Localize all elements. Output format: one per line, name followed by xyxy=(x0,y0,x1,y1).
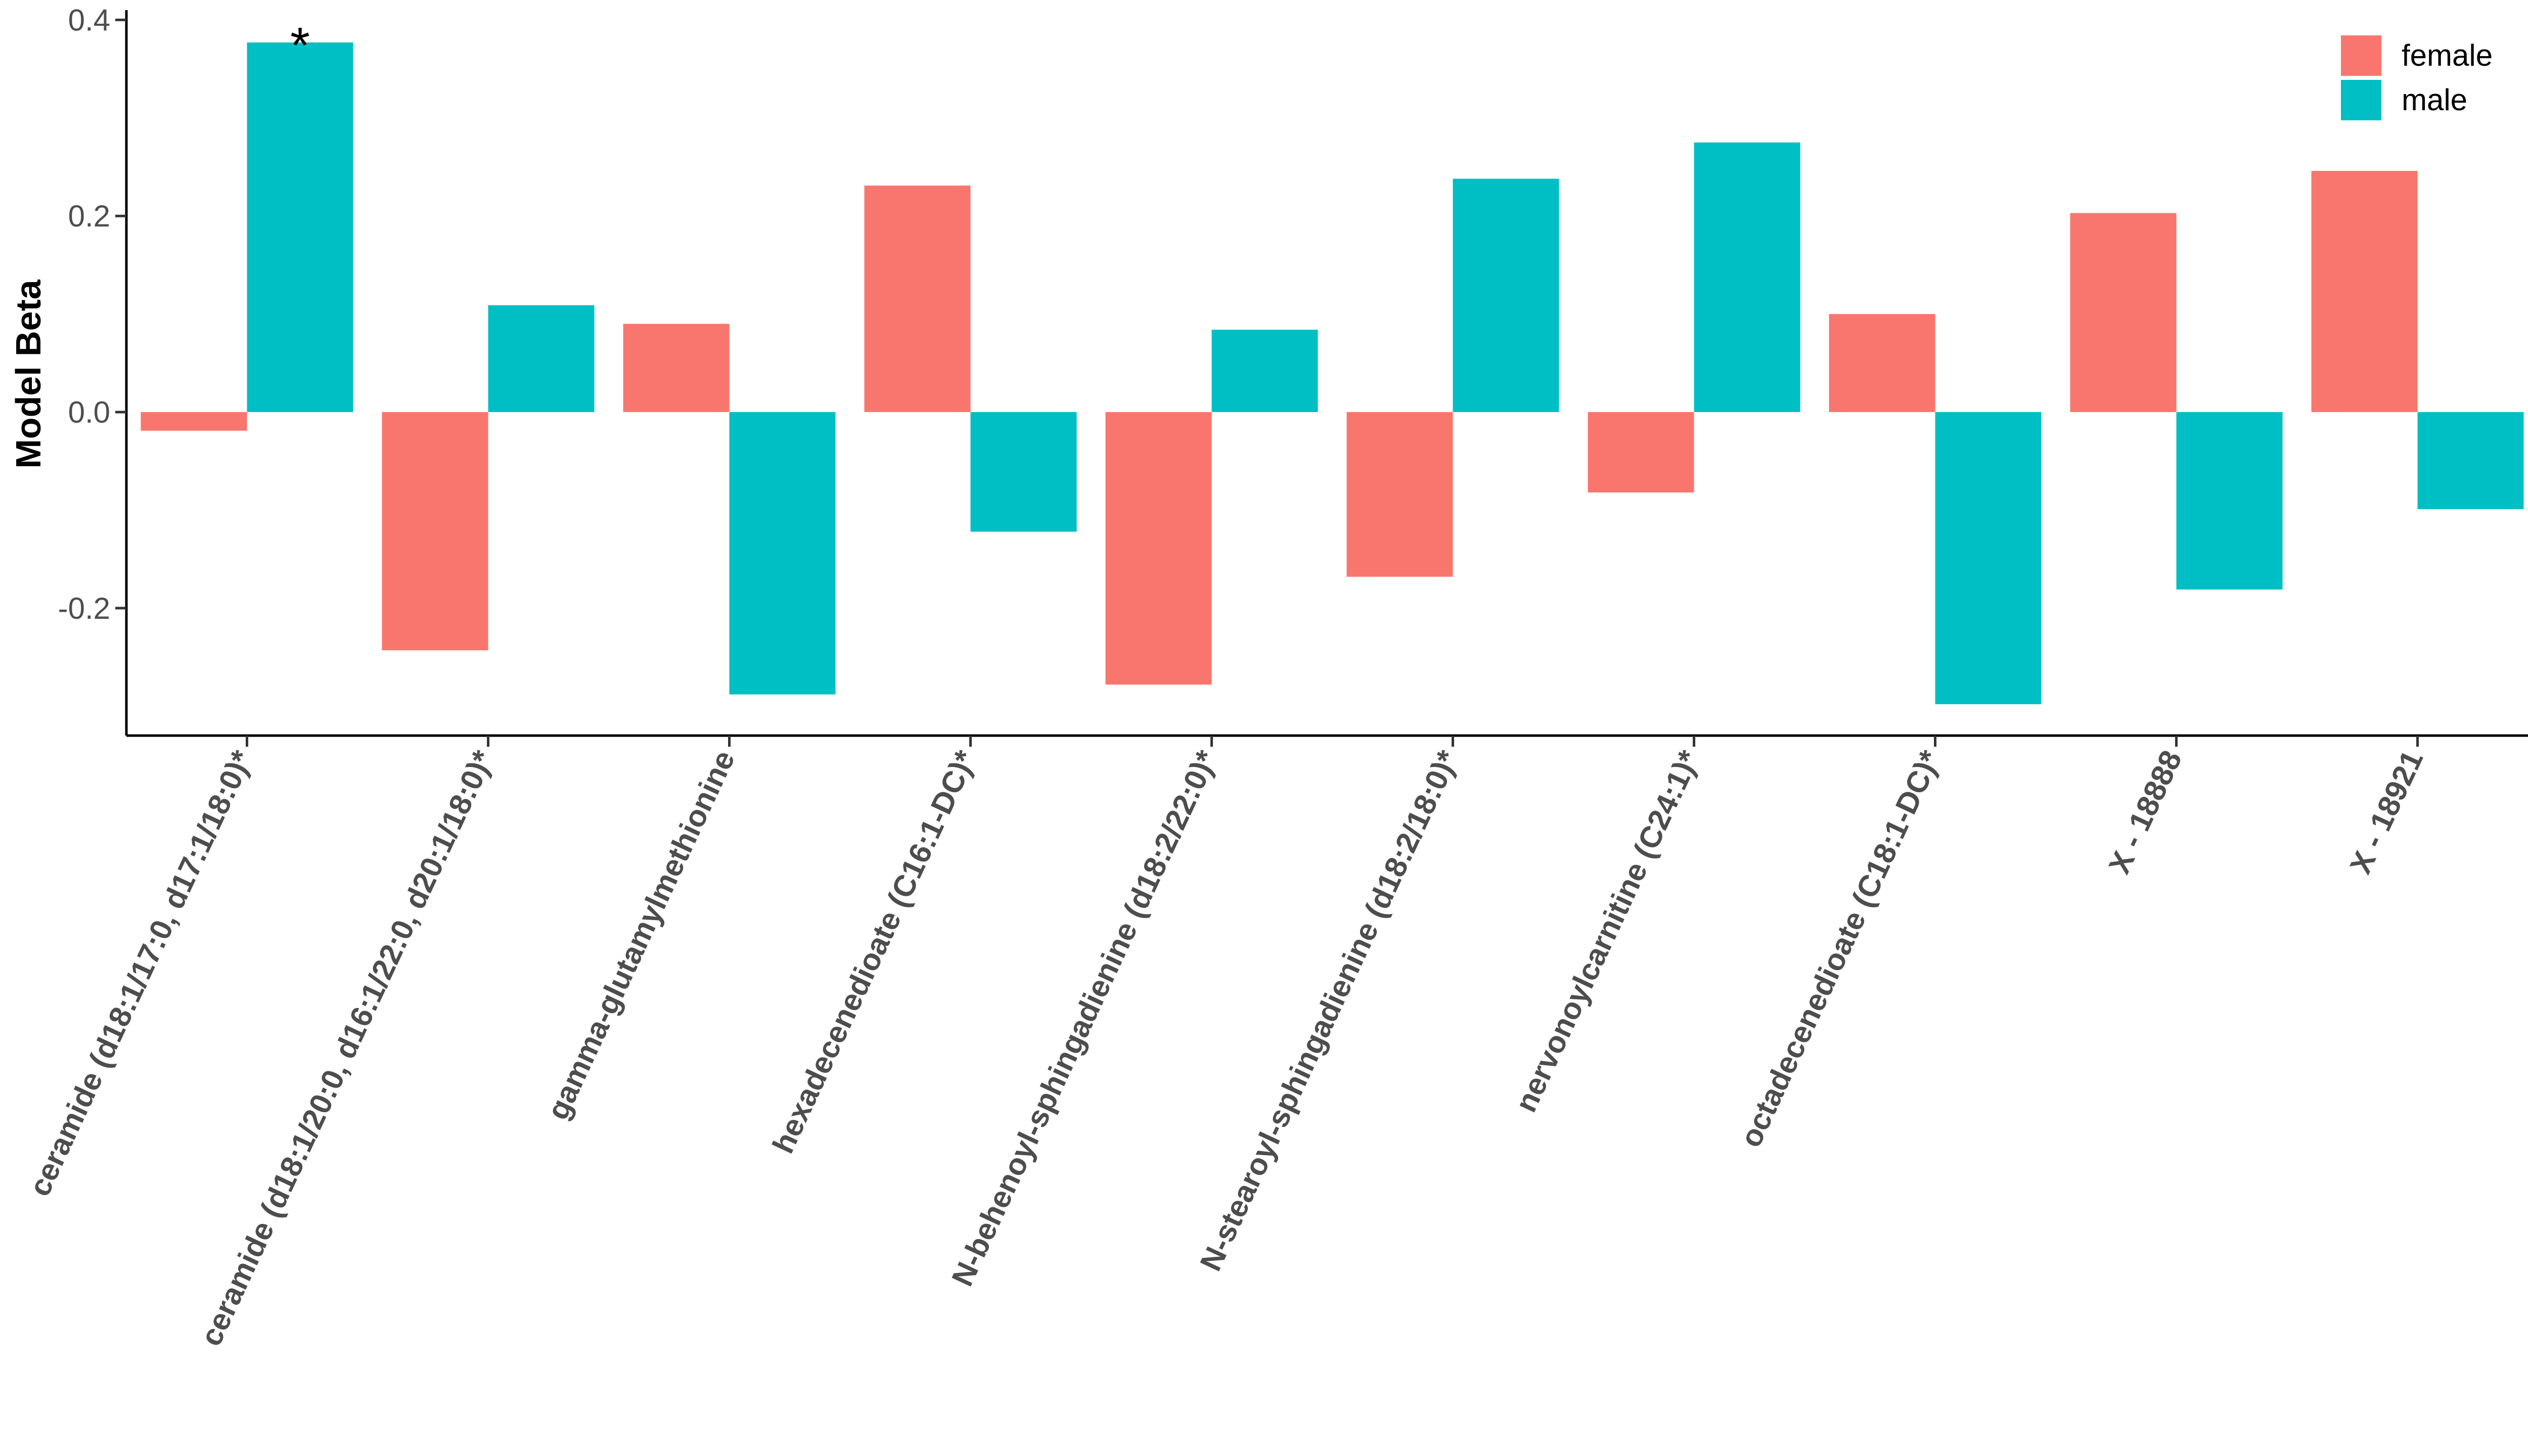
x-tick-label-gamma-glutamylmethionine: gamma-glutamylmethionine xyxy=(540,745,741,1124)
bar-male-10 xyxy=(2417,412,2524,510)
bar-female-2 xyxy=(382,412,488,651)
annotations-layer: * xyxy=(290,17,310,74)
x-tick-label-nervonoylcarnitine-c24-1: nervonoylcarnitine (C24:1)* xyxy=(1509,745,1706,1117)
y-tick-label: 0.2 xyxy=(68,199,110,233)
bar-male-2 xyxy=(488,305,595,413)
significance-annotation: * xyxy=(290,17,310,74)
bar-male-8 xyxy=(1935,412,2042,704)
bar-male-9 xyxy=(2176,412,2283,590)
x-tick-label-x-18921: X - 18921 xyxy=(2343,745,2430,879)
bar-female-9 xyxy=(2070,213,2177,413)
bar-male-3 xyxy=(729,412,836,695)
bar-male-7 xyxy=(1694,142,1800,413)
bars-layer xyxy=(141,42,2524,704)
x-tick-label-hexadecenedioate-c16-1-dc: hexadecenedioate (C16:1-DC)* xyxy=(766,745,983,1159)
bar-male-5 xyxy=(1211,330,1318,413)
bar-female-3 xyxy=(623,324,730,413)
bar-male-4 xyxy=(970,412,1077,532)
legend-label-male: male xyxy=(2402,83,2467,117)
y-tick-label: 0.4 xyxy=(68,3,110,37)
x-tick-label-octadecenedioate-c18-1-dc: octadecenedioate (C18:1-DC)* xyxy=(1733,745,1947,1152)
legend-key-female xyxy=(2341,35,2381,76)
legend-key-male xyxy=(2341,80,2381,120)
axes xyxy=(125,10,2528,737)
bar-female-8 xyxy=(1829,314,1935,413)
x-tick-label-ceramide-d18-1-17-0-d17-1-18-0: ceramide (d18:1/17:0, d17:1/18:0)* xyxy=(22,745,259,1201)
y-axis-label: Model Beta xyxy=(9,279,48,468)
y-ticks: -0.2 0.0 0.2 0.4 xyxy=(58,3,126,625)
legend: female male xyxy=(2341,35,2493,120)
bar-male-1 xyxy=(247,42,353,413)
bar-female-1 xyxy=(141,412,247,431)
bar-male-6 xyxy=(1453,178,1559,413)
y-tick-label: -0.2 xyxy=(58,592,110,625)
bar-female-4 xyxy=(864,186,971,413)
bar-female-7 xyxy=(1588,412,1694,493)
bar-female-5 xyxy=(1105,412,1212,685)
y-tick-label: 0.0 xyxy=(68,395,110,429)
x-tick-label-n-stearoyl-sphingadienine-d18-2-18-0: N-stearoyl-sphingadienine (d18:2/18:0)* xyxy=(1193,745,1465,1276)
x-tick-label-ceramide-d18-1-20-0-d16-1-22-0-d20-1-18-0: ceramide (d18:1/20:0, d16:1/22:0, d20:1/… xyxy=(194,745,500,1351)
x-tick-label-x-18888: X - 18888 xyxy=(2102,745,2189,879)
bar-female-10 xyxy=(2311,171,2418,413)
legend-label-female: female xyxy=(2402,38,2493,72)
x-tick-label-n-behenoyl-sphingadienine-d18-2-22-0: N-behenoyl-sphingadienine (d18:2/22:0)* xyxy=(945,745,1224,1291)
bar-female-6 xyxy=(1346,412,1453,577)
x-ticks: ceramide (d18:1/17:0, d17:1/18:0)*cerami… xyxy=(22,736,2429,1351)
